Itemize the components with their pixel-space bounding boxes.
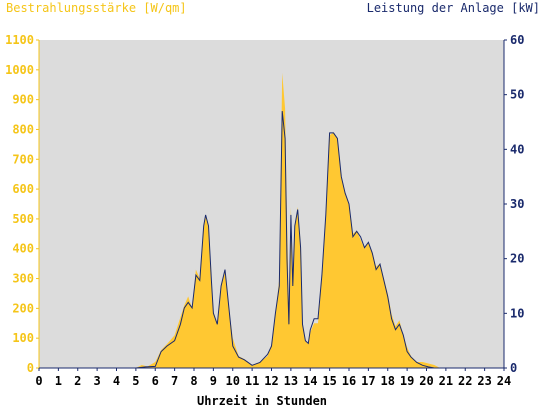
power-line — [39, 111, 504, 369]
x-tick-label: 24 — [497, 374, 511, 388]
x-tick-label: 14 — [303, 374, 317, 388]
right-tick-label: 0 — [510, 361, 517, 375]
left-tick-label: 200 — [12, 301, 34, 315]
x-tick-label: 19 — [400, 374, 414, 388]
x-tick-label: 17 — [361, 374, 375, 388]
irradiance-area — [39, 72, 504, 369]
left-tick-label: 700 — [12, 152, 34, 166]
x-tick-label: 0 — [35, 374, 42, 388]
left-tick-label: 0 — [27, 361, 34, 375]
left-tick-label: 500 — [12, 212, 34, 226]
left-tick-label: 600 — [12, 182, 34, 196]
x-tick-label: 5 — [132, 374, 139, 388]
left-tick-label: 100 — [12, 331, 34, 345]
x-tick-label: 15 — [322, 374, 336, 388]
x-tick-label: 20 — [419, 374, 433, 388]
x-tick-label: 7 — [171, 374, 178, 388]
right-tick-label: 10 — [510, 306, 524, 320]
right-tick-label: 50 — [510, 88, 524, 102]
plot-area — [39, 40, 504, 368]
left-axis-title: Bestrahlungsstärke [W/qm] — [6, 1, 187, 15]
right-tick-label: 40 — [510, 142, 524, 156]
x-tick-label: 8 — [190, 374, 197, 388]
x-tick-label: 16 — [342, 374, 356, 388]
left-tick-label: 1100 — [5, 33, 34, 47]
x-tick-label: 6 — [152, 374, 159, 388]
x-tick-label: 21 — [439, 374, 453, 388]
chart-axes: 0100200300400500600700800900100011000102… — [5, 33, 524, 388]
x-tick-label: 3 — [94, 374, 101, 388]
x-tick-label: 23 — [477, 374, 491, 388]
x-tick-label: 12 — [264, 374, 278, 388]
right-axis-title: Leistung der Anlage [kW] — [367, 1, 540, 15]
left-tick-label: 800 — [12, 122, 34, 136]
x-tick-label: 18 — [381, 374, 395, 388]
right-tick-label: 60 — [510, 33, 524, 47]
left-tick-label: 1000 — [5, 63, 34, 77]
x-tick-label: 9 — [210, 374, 217, 388]
x-tick-label: 10 — [226, 374, 240, 388]
left-tick-label: 400 — [12, 242, 34, 256]
right-tick-label: 30 — [510, 197, 524, 211]
x-tick-label: 11 — [245, 374, 259, 388]
right-tick-label: 20 — [510, 252, 524, 266]
x-tick-label: 4 — [113, 374, 120, 388]
x-tick-label: 2 — [74, 374, 81, 388]
x-tick-label: 13 — [284, 374, 298, 388]
chart-marks — [39, 72, 504, 369]
x-tick-label: 1 — [55, 374, 62, 388]
x-axis-label: Uhrzeit in Stunden — [197, 394, 327, 408]
left-tick-label: 300 — [12, 272, 34, 286]
left-tick-label: 900 — [12, 93, 34, 107]
x-tick-label: 22 — [458, 374, 472, 388]
